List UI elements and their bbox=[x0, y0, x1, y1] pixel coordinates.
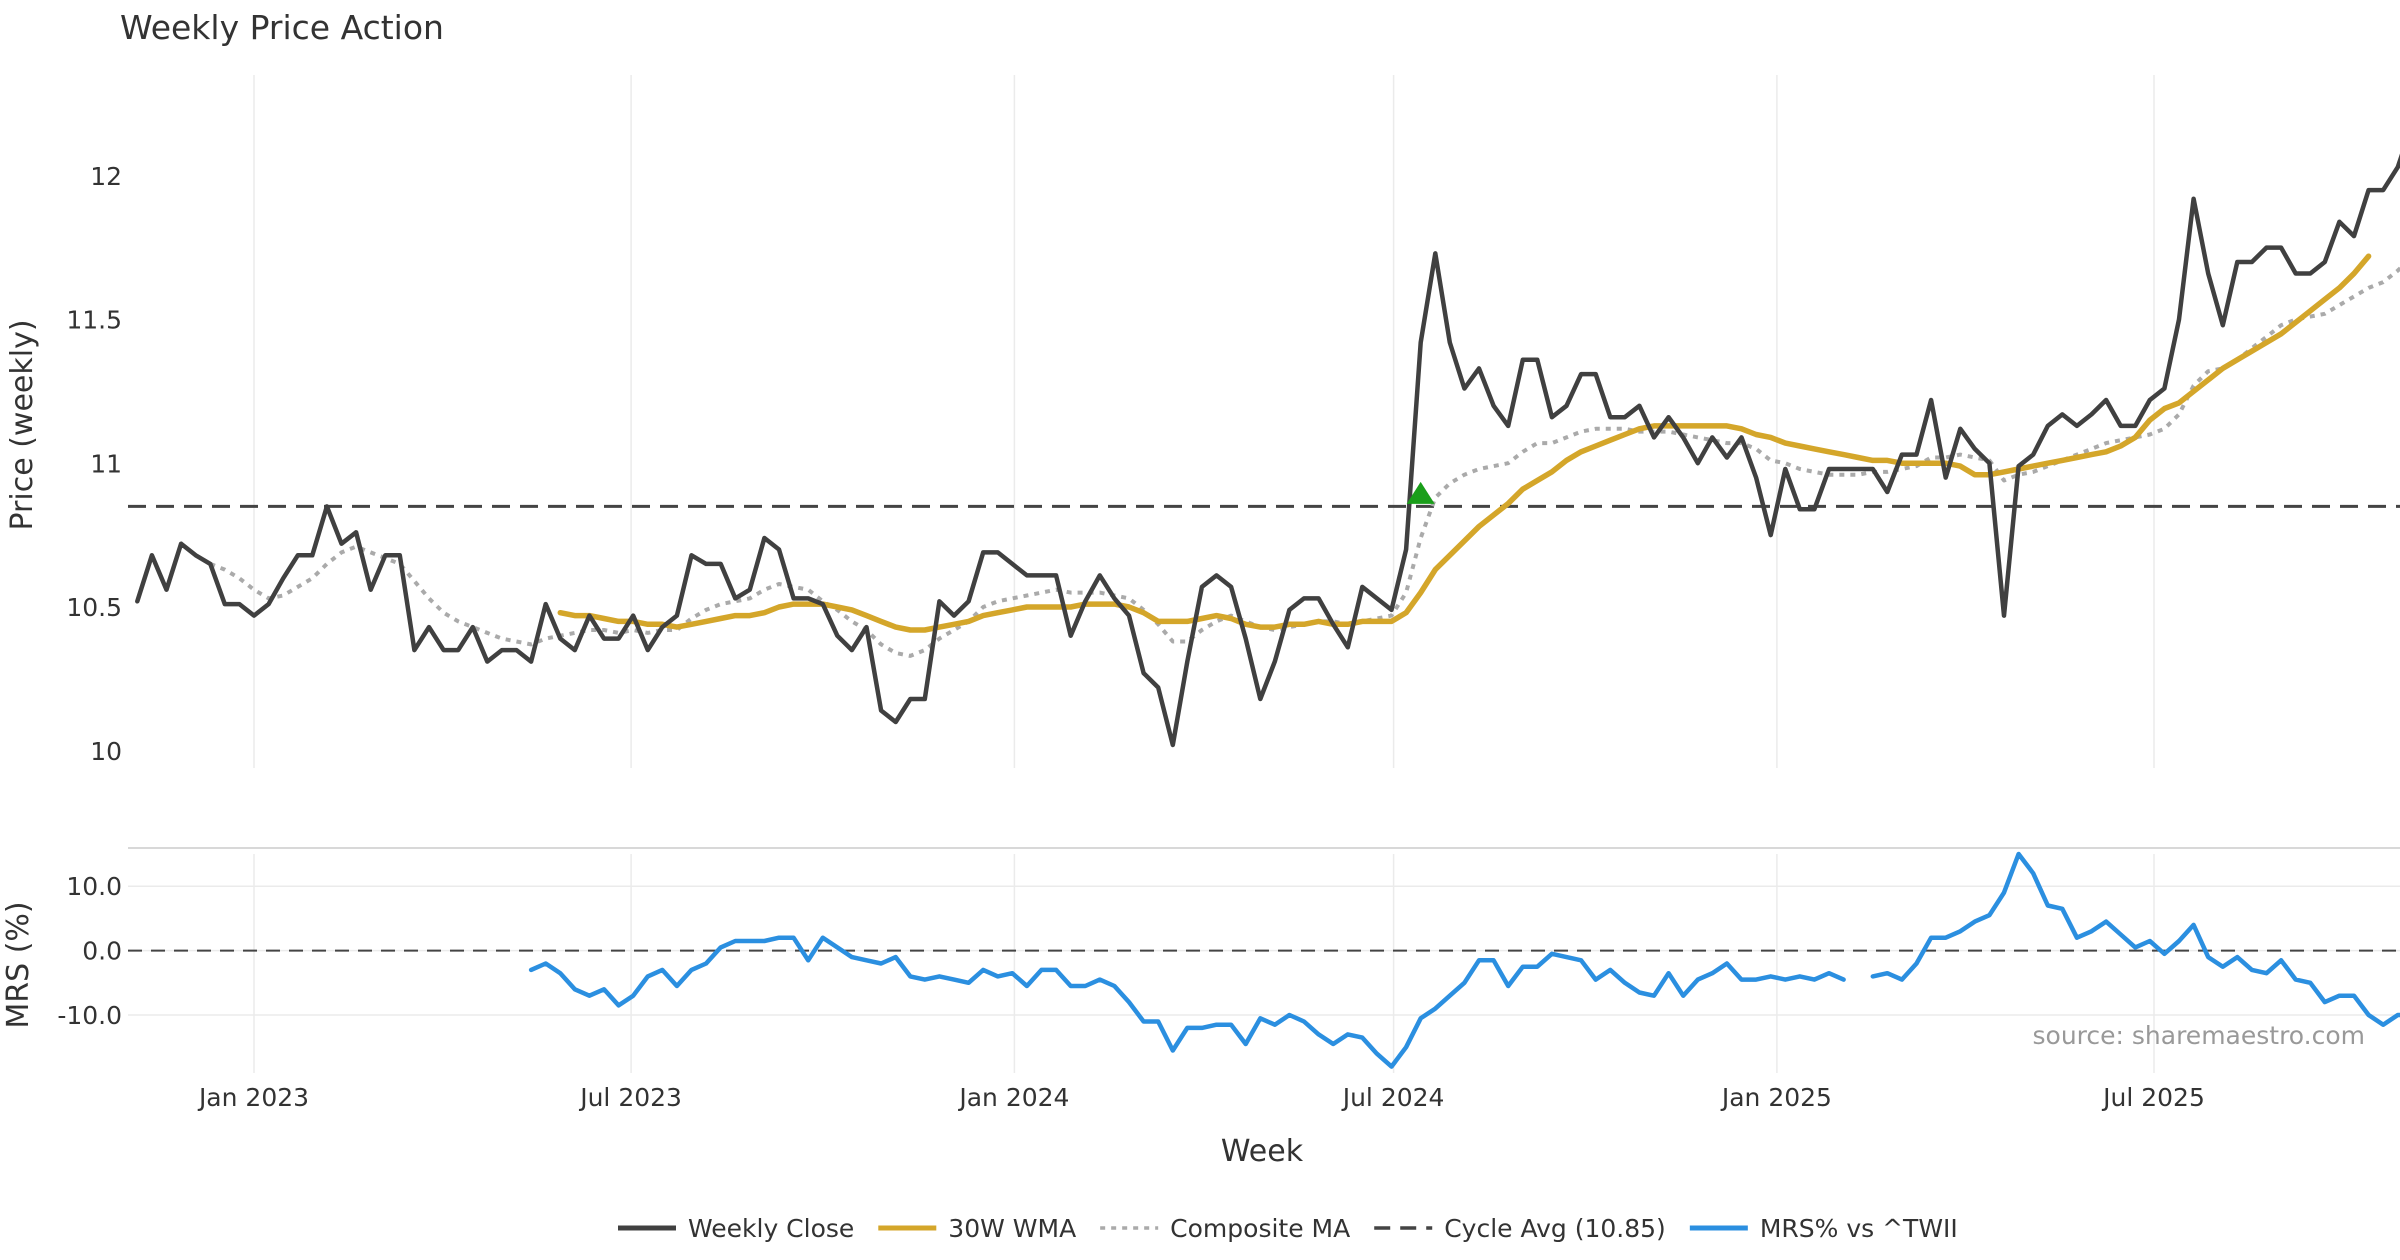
signal-marker-triangle bbox=[1406, 481, 1435, 504]
mrs-line bbox=[528, 851, 2400, 1069]
x-tick-label: Jan 2025 bbox=[1720, 1083, 1832, 1112]
price-y-tick-label: 11.5 bbox=[66, 306, 122, 335]
price-y-tick-label: 10 bbox=[90, 737, 122, 766]
x-ticks: Jan 2023 Jul 2023 Jan 2024 Jul 2024 Jan 2025… bbox=[197, 1083, 2205, 1112]
price-y-ticks: 10 10.5 11 11.5 12 bbox=[66, 162, 122, 766]
legend-label: Cycle Avg (10.85) bbox=[1444, 1214, 1666, 1243]
price-y-tick-label: 12 bbox=[90, 162, 122, 191]
mrs-series bbox=[528, 851, 2400, 1069]
mrs-y-tick-label: 10.0 bbox=[66, 872, 122, 901]
price-series bbox=[135, 153, 2400, 748]
wma-30w-line bbox=[557, 253, 2372, 633]
price-y-tick-label: 11 bbox=[90, 449, 122, 478]
legend-label: Composite MA bbox=[1170, 1214, 1350, 1243]
price-panel: 10 10.5 11 11.5 12 Price (weekly) bbox=[5, 75, 2400, 768]
weekly-close-line bbox=[135, 153, 2400, 748]
source-note: source: sharemaestro.com bbox=[2033, 1021, 2366, 1050]
mrs-y-tick-label: 0.0 bbox=[82, 937, 122, 966]
legend-label: Weekly Close bbox=[688, 1214, 854, 1243]
x-tick-label: Jul 2025 bbox=[2101, 1083, 2205, 1112]
x-tick-label: Jan 2024 bbox=[957, 1083, 1069, 1112]
price-gridlines bbox=[253, 75, 2155, 768]
x-axis-title: Week bbox=[1221, 1134, 1304, 1169]
chart-title: Weekly Price Action bbox=[120, 8, 444, 47]
price-y-axis-title: Price (weekly) bbox=[5, 319, 40, 530]
x-tick-label: Jan 2023 bbox=[197, 1083, 309, 1112]
mrs-y-axis-title: MRS (%) bbox=[1, 901, 36, 1028]
legend: Weekly Close 30W WMA Composite MA Cycle Avg… bbox=[618, 1214, 1958, 1243]
legend-label: MRS% vs ^TWII bbox=[1760, 1214, 1958, 1243]
composite-ma-line bbox=[209, 265, 2400, 658]
legend-label: 30W WMA bbox=[948, 1214, 1076, 1243]
mrs-y-ticks: -10.0 0.0 10.0 bbox=[57, 872, 122, 1030]
x-tick-label: Jul 2024 bbox=[1341, 1083, 1445, 1112]
mrs-panel: -10.0 0.0 10.0 MRS (%) source: sharemaestr… bbox=[1, 851, 2400, 1073]
price-y-tick-label: 10.5 bbox=[66, 593, 122, 622]
mrs-y-tick-label: -10.0 bbox=[57, 1001, 122, 1030]
x-tick-label: Jul 2023 bbox=[578, 1083, 682, 1112]
